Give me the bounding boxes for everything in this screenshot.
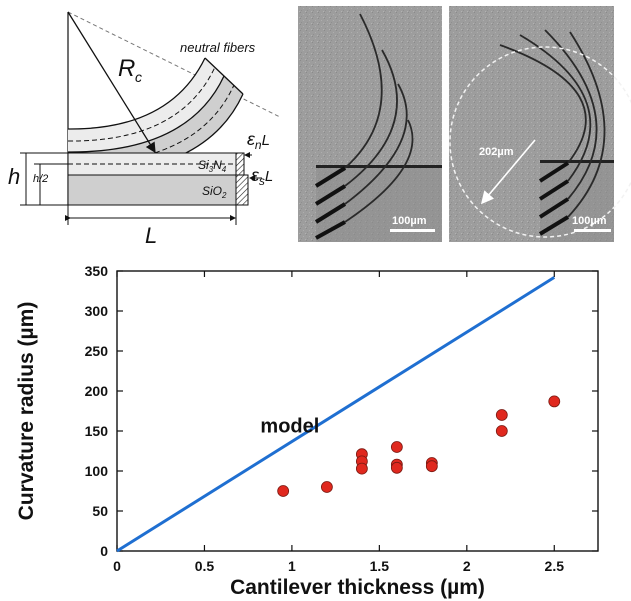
y-axis-label: Curvature radius (µm) xyxy=(15,302,38,521)
model-line xyxy=(116,276,556,553)
y-tick-label: 0 xyxy=(100,543,108,559)
data-point xyxy=(495,425,508,437)
plot-frame xyxy=(116,270,599,552)
beam-top-edge xyxy=(67,57,206,130)
radius-subscript: c xyxy=(135,69,142,85)
nitride-layer xyxy=(68,58,243,176)
x-tick-label: 2.5 xyxy=(545,558,565,574)
x-tick-label: 0 xyxy=(113,558,121,574)
y-tick-label: 150 xyxy=(85,423,109,439)
y-tick-label: 300 xyxy=(85,303,109,319)
data-point xyxy=(548,395,561,408)
data-point xyxy=(495,409,508,421)
tangent-line xyxy=(67,11,281,118)
height-label: h xyxy=(8,164,20,189)
micrograph-1: 100µm xyxy=(298,6,442,242)
x-axis-label: Cantilever thickness (µm) xyxy=(230,576,485,599)
series-layer xyxy=(116,276,561,553)
y-tick-label: 350 xyxy=(85,263,109,279)
scale-label-2: 100µm xyxy=(572,215,607,227)
y-tick-label: 50 xyxy=(92,503,108,519)
radius-arrow xyxy=(67,11,156,154)
neutral-fiber-2 xyxy=(67,84,235,165)
strain-s-label: εsL xyxy=(251,165,273,188)
neutral-fiber-1 xyxy=(67,66,216,142)
radius-arrow-2 xyxy=(480,139,536,205)
scale-bar-1 xyxy=(390,229,435,232)
model-annotation: model xyxy=(260,416,319,438)
radius-label: R xyxy=(118,55,135,82)
curvature-chart: 0 50 100 150 200 250 300 350 0 0.5 1 1.5 2 2.5 Curva… xyxy=(15,263,599,599)
neutral-fibers-label: neutral fibers xyxy=(180,40,256,55)
strain-n-hatch xyxy=(235,152,245,176)
data-point xyxy=(390,441,403,453)
strain-s-hatch xyxy=(235,174,249,206)
micrograph-2: 202µm 100µm xyxy=(449,6,631,242)
beam-end-edge xyxy=(204,57,244,95)
data-point xyxy=(277,485,290,497)
y-tick-label: 100 xyxy=(85,463,109,479)
y-tick-label: 200 xyxy=(85,383,109,399)
x-tick-label: 2 xyxy=(463,558,471,574)
radius-label-2: 202µm xyxy=(479,146,514,158)
data-point xyxy=(320,481,333,493)
x-tick-label: 1.5 xyxy=(370,558,390,574)
x-tick-label: 0.5 xyxy=(195,558,215,574)
length-label: L xyxy=(145,223,157,248)
half-height-label: h/2 xyxy=(33,173,48,185)
data-point xyxy=(425,460,438,473)
x-axis-ticks: 0 0.5 1 1.5 2 2.5 xyxy=(113,271,564,574)
y-axis-ticks: 0 50 100 150 200 250 300 350 xyxy=(85,263,598,559)
oxide-layer-straight xyxy=(67,174,237,206)
data-point xyxy=(390,461,403,474)
x-tick-label: 1 xyxy=(288,558,296,574)
scale-bar-2 xyxy=(574,229,611,232)
beam-mid-edge xyxy=(67,75,225,153)
si3n4-label: Si3N4 xyxy=(198,158,227,174)
strain-n-label: εnL xyxy=(247,129,270,152)
data-point xyxy=(355,462,368,475)
y-tick-label: 250 xyxy=(85,343,109,359)
scale-label-1: 100µm xyxy=(392,215,427,227)
cantilever-schematic: R c neutral fibers h h/2 L Si3N4 SiO2 εn… xyxy=(8,11,281,248)
fit-circle xyxy=(449,46,631,238)
sio2-label: SiO2 xyxy=(202,184,227,200)
oxide-layer-bent xyxy=(68,76,243,176)
plot-border xyxy=(116,270,599,552)
